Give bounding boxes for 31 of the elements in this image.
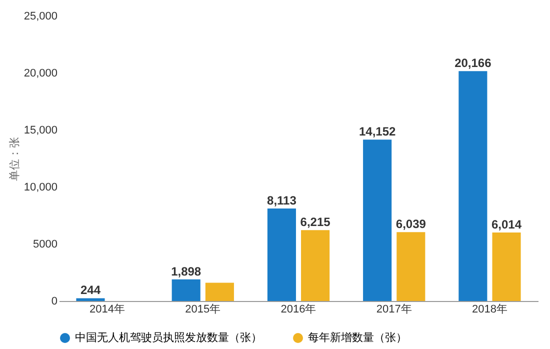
bar [205,282,234,301]
bar [458,71,488,301]
data-label: 8,113 [267,194,297,208]
y-tick-label: 15,000 [24,124,58,136]
y-tick-label: 5000 [33,238,58,250]
legend-label: 中国无人机驾驶员执照发放数量（张） [75,331,262,344]
data-label: 6,215 [300,215,331,230]
bar [396,232,426,301]
data-label: 6,039 [396,217,426,232]
data-label: 244 [80,283,101,298]
x-tick-label: 2018年 [472,304,508,316]
bar [267,208,296,301]
y-axis-title: 单位：张 [8,137,21,181]
bar [492,232,521,301]
y-tick-label: 10,000 [24,182,58,194]
x-tick-label: 2017年 [376,304,412,316]
data-label: 6,014 [492,217,522,232]
data-label: 1,898 [171,264,202,278]
legend-label: 每年新增数量（张） [308,331,407,344]
x-tick-label: 2016年 [280,304,316,316]
bar [172,279,200,301]
x-tick-label: 2015年 [185,304,221,316]
y-tick-label: 20,000 [24,68,58,80]
bar [76,298,105,301]
data-label: 20,166 [454,56,492,70]
y-tick-label: 25,000 [24,10,58,22]
bar [301,230,330,301]
x-tick-label: 2014年 [90,304,126,316]
data-label: 14,152 [358,124,396,139]
bar [363,140,392,301]
y-tick-label: 0 [51,296,58,308]
